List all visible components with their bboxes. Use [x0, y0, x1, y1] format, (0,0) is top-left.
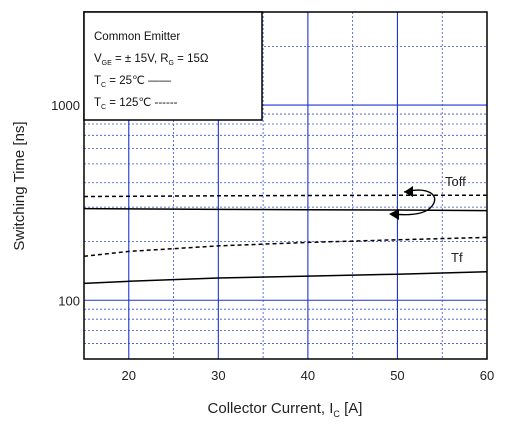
legend-line-125c: TC = 125℃ ------ [94, 97, 178, 111]
series-label-tf: Tf [451, 250, 463, 265]
x-tick-label: 20 [122, 368, 136, 383]
legend-line-conditions: VGE = ± 15V, RG = 15Ω [94, 53, 209, 67]
legend-line-25c: TC = 25℃ —— [94, 75, 172, 89]
x-tick-label: 30 [211, 368, 225, 383]
y-tick-label: 1000 [51, 98, 80, 113]
series-label-toff: Toff [445, 174, 466, 189]
x-tick-label: 50 [390, 368, 404, 383]
y-axis-label: Switching Time [ns] [11, 121, 28, 250]
x-tick-label: 40 [301, 368, 315, 383]
y-tick-label: 100 [58, 293, 80, 308]
legend-title: Common Emitter [94, 31, 180, 43]
legend: Common Emitter VGE = ± 15V, RG = 15Ω TC … [84, 12, 262, 120]
x-axis-label: Collector Current, IC [A] [208, 400, 363, 419]
x-tick-label: 60 [480, 368, 494, 383]
